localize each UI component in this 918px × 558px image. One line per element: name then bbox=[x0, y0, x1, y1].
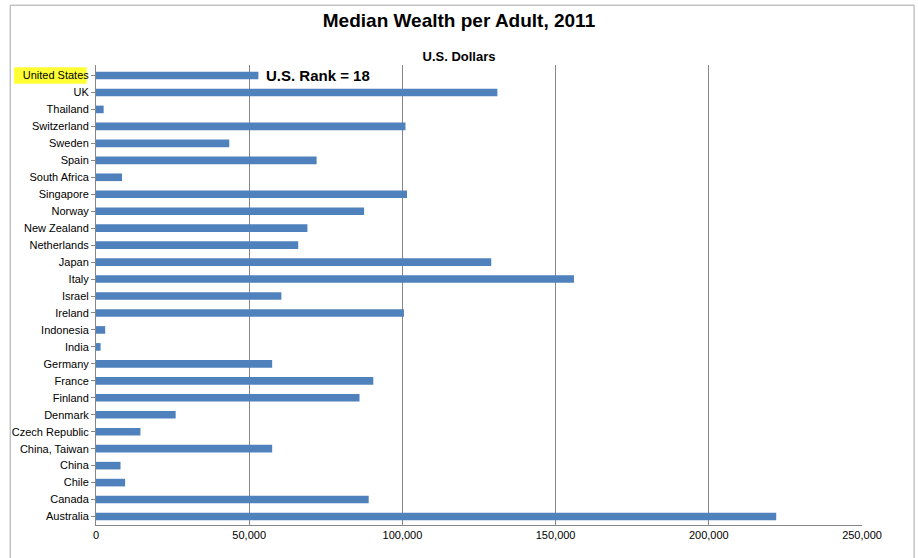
svg-text:New Zealand: New Zealand bbox=[24, 222, 89, 234]
svg-text:South Africa: South Africa bbox=[29, 171, 89, 183]
svg-text:Median Wealth per Adult, 2011: Median Wealth per Adult, 2011 bbox=[323, 10, 596, 31]
svg-text:U.S. Rank = 18: U.S. Rank = 18 bbox=[266, 67, 370, 84]
svg-text:Canada: Canada bbox=[50, 493, 89, 505]
svg-text:Chile: Chile bbox=[64, 476, 89, 488]
svg-text:Indonesia: Indonesia bbox=[41, 324, 90, 336]
svg-text:Finland: Finland bbox=[53, 392, 89, 404]
svg-text:Italy: Italy bbox=[69, 273, 90, 285]
svg-text:Germany: Germany bbox=[44, 358, 90, 370]
svg-text:50,000: 50,000 bbox=[232, 529, 266, 541]
svg-text:Sweden: Sweden bbox=[49, 137, 89, 149]
svg-text:Australia: Australia bbox=[46, 510, 90, 522]
svg-text:Israel: Israel bbox=[62, 290, 89, 302]
svg-text:Ireland: Ireland bbox=[55, 307, 89, 319]
svg-text:Singapore: Singapore bbox=[39, 188, 89, 200]
svg-text:China, Taiwan: China, Taiwan bbox=[20, 443, 89, 455]
svg-text:100,000: 100,000 bbox=[383, 529, 423, 541]
svg-text:U.S. Dollars: U.S. Dollars bbox=[423, 49, 496, 64]
svg-text:Thailand: Thailand bbox=[47, 103, 89, 115]
svg-text:0: 0 bbox=[93, 529, 99, 541]
svg-text:Switzerland: Switzerland bbox=[32, 120, 89, 132]
svg-text:150,000: 150,000 bbox=[536, 529, 576, 541]
svg-text:China: China bbox=[60, 459, 90, 471]
svg-text:India: India bbox=[65, 341, 90, 353]
svg-text:200,000: 200,000 bbox=[689, 529, 729, 541]
svg-text:United States: United States bbox=[23, 69, 90, 81]
svg-text:UK: UK bbox=[74, 86, 90, 98]
svg-text:Denmark: Denmark bbox=[44, 409, 89, 421]
svg-text:Spain: Spain bbox=[61, 154, 89, 166]
svg-text:France: France bbox=[55, 375, 89, 387]
svg-text:Netherlands: Netherlands bbox=[29, 239, 89, 251]
svg-text:Norway: Norway bbox=[52, 205, 90, 217]
svg-text:Czech Republic: Czech Republic bbox=[12, 426, 90, 438]
svg-text:250,000: 250,000 bbox=[842, 529, 882, 541]
svg-text:Japan: Japan bbox=[59, 256, 89, 268]
